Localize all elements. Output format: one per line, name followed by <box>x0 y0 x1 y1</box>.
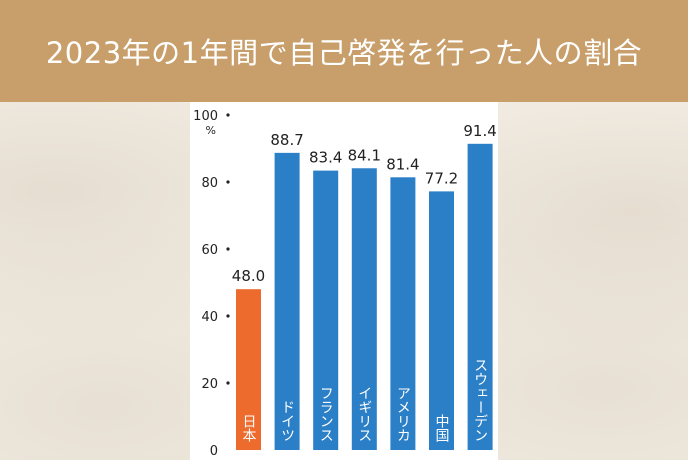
bar-value-label: 84.1 <box>348 146 381 164</box>
y-tick-label: 20 <box>201 377 218 392</box>
bar <box>236 289 261 450</box>
y-tick-dot <box>226 247 230 251</box>
y-tick-dot <box>226 113 230 117</box>
y-tick-label: 0 <box>210 444 218 459</box>
y-unit-label: % <box>206 124 216 137</box>
bar <box>274 152 300 451</box>
bar <box>313 170 339 451</box>
bar-value-label: 77.2 <box>425 169 458 187</box>
y-tick-label: 80 <box>201 176 218 191</box>
y-tick-label: 60 <box>201 243 218 258</box>
header-banner: 2023年の1年間で自己啓発を行った人の割合 <box>0 0 688 102</box>
y-tick-label: 100 <box>193 109 218 124</box>
y-tick-dot <box>226 381 230 385</box>
category-label: ドイツ <box>279 400 295 442</box>
category-label: 中国 <box>434 414 450 442</box>
bar-value-label: 88.7 <box>270 131 303 149</box>
bar <box>429 191 454 450</box>
y-tick-label: 40 <box>201 310 218 325</box>
category-label: 日本 <box>241 414 257 442</box>
category-label: イギリス <box>356 386 372 442</box>
y-tick-dot <box>226 180 230 184</box>
bar <box>467 143 493 450</box>
bar-value-label: 83.4 <box>309 149 342 167</box>
category-label: スウェーデン <box>472 358 488 442</box>
page-title: 2023年の1年間で自己啓発を行った人の割合 <box>45 36 643 70</box>
bar-value-label: 81.4 <box>386 155 419 173</box>
bar <box>351 168 377 450</box>
bar-value-label: 48.0 <box>232 267 265 285</box>
category-label: フランス <box>318 386 334 442</box>
bar <box>390 177 416 450</box>
category-label: アメリカ <box>395 386 411 442</box>
bar-value-label: 91.4 <box>463 122 496 140</box>
y-tick-dot <box>226 314 230 318</box>
